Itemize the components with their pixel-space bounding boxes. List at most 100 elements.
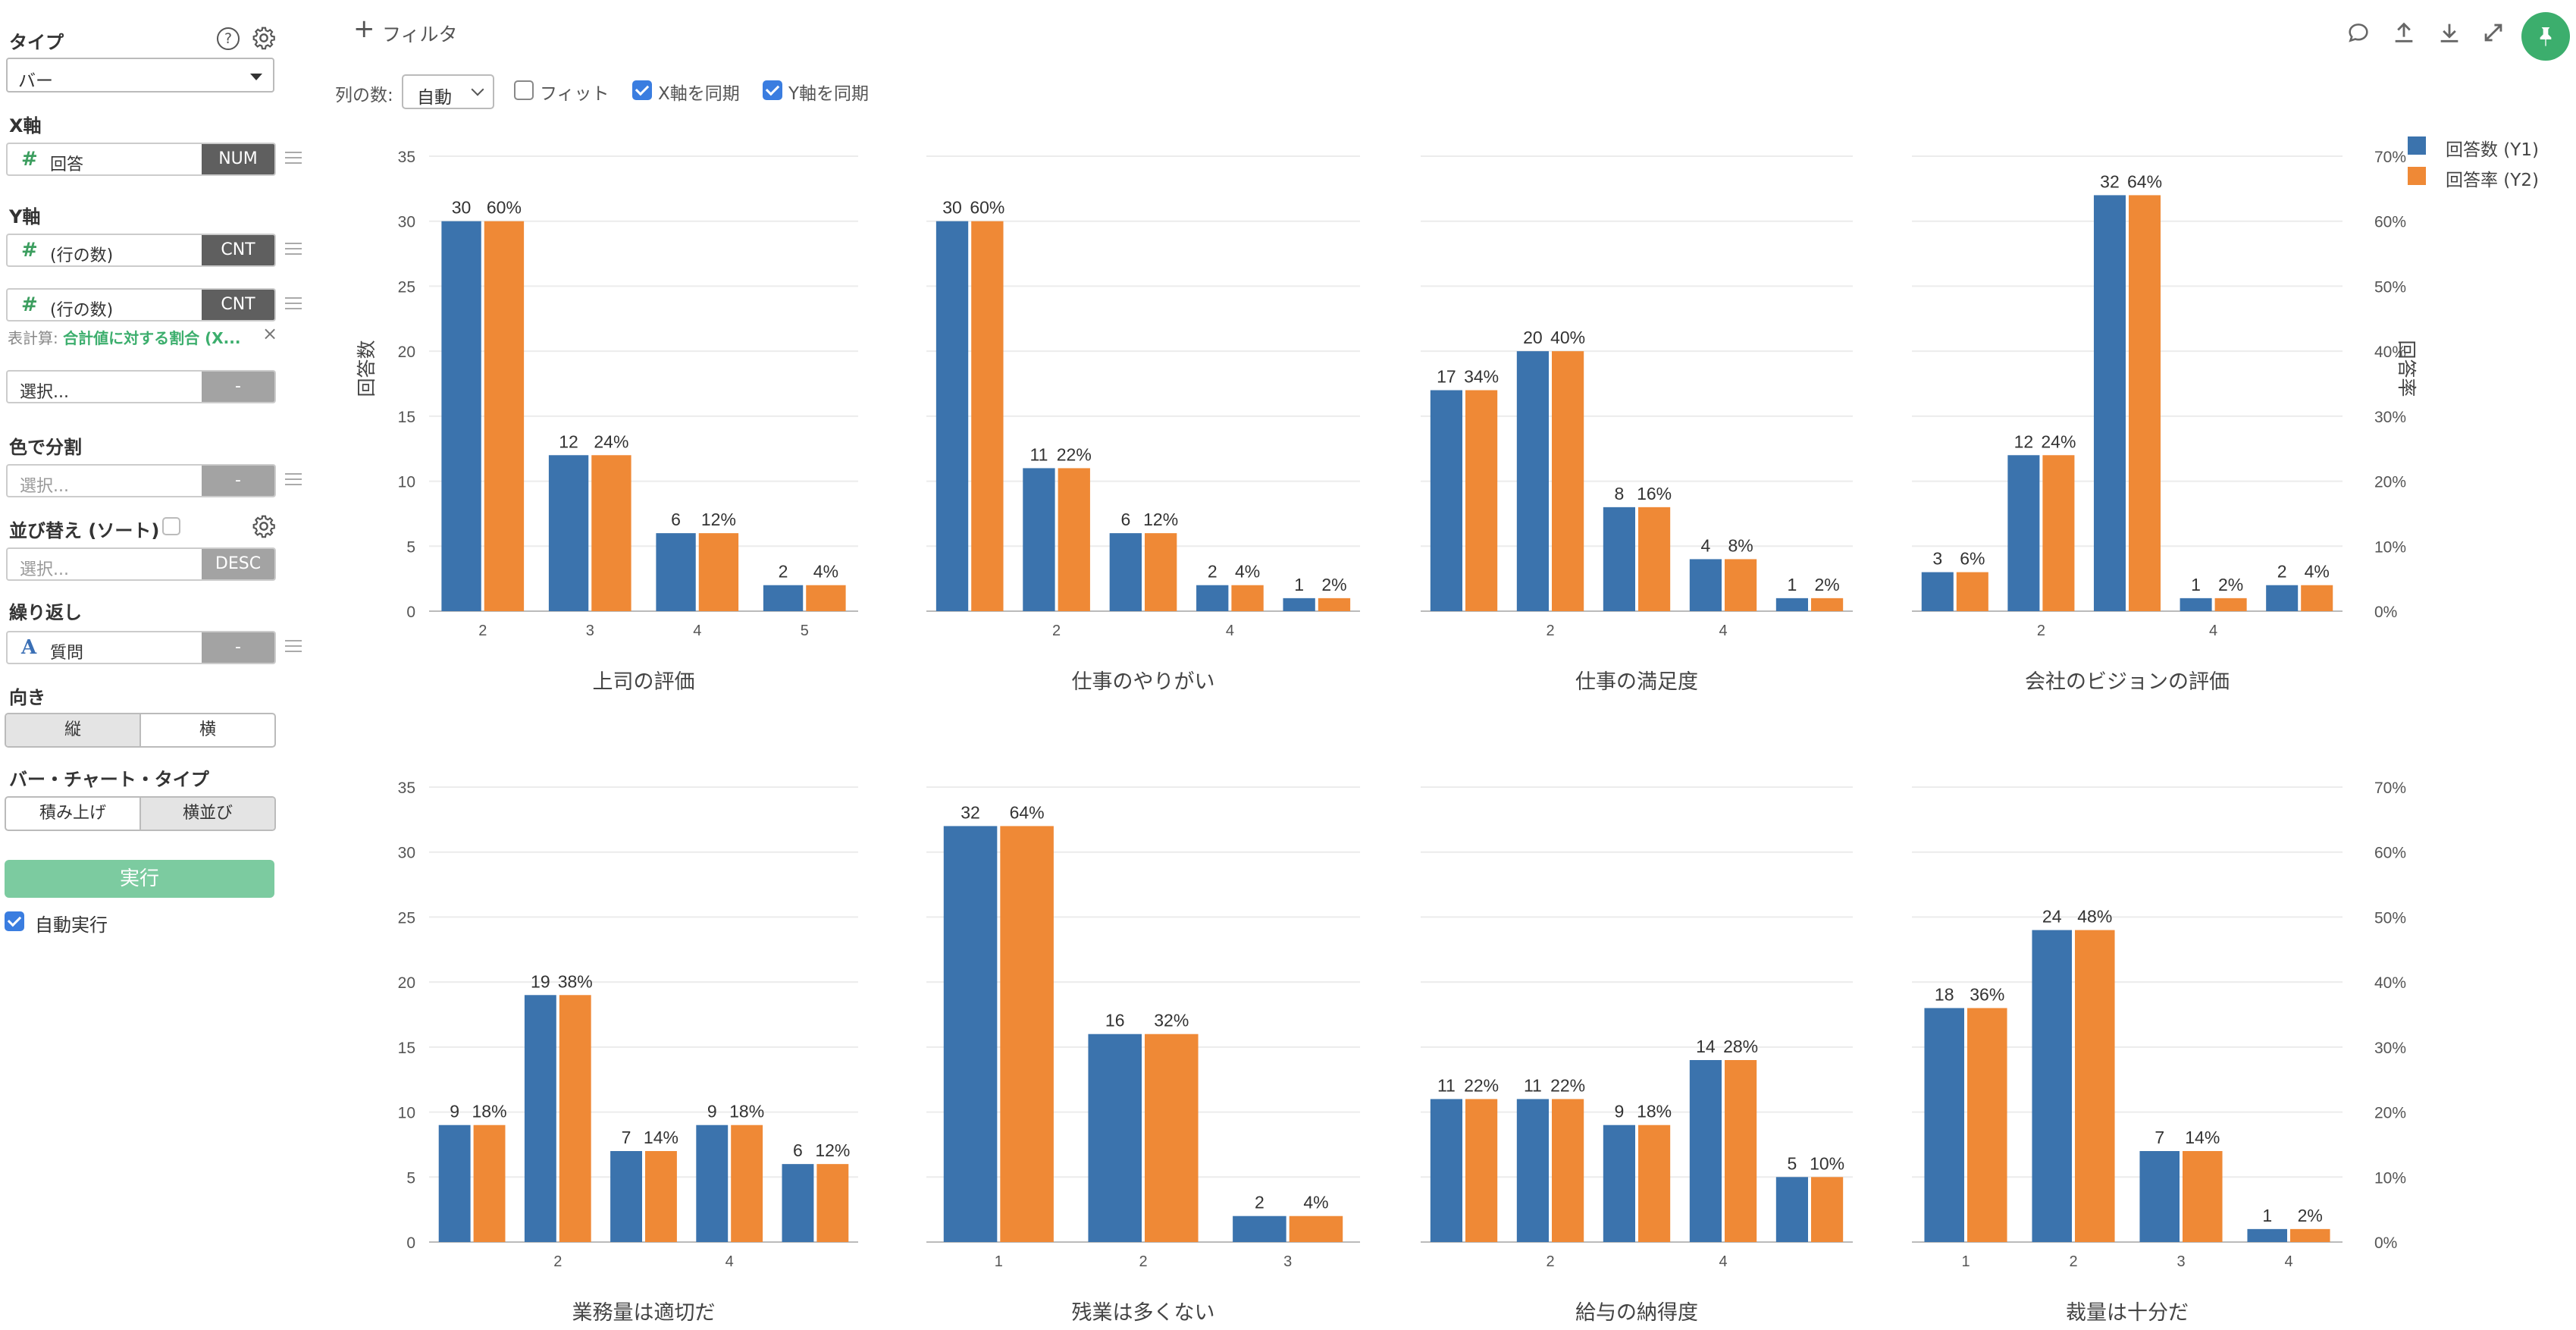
data-label-count: 24 (2042, 907, 2062, 927)
bar-rate (1725, 559, 1757, 611)
bar-count (1775, 1177, 1808, 1242)
data-label-count: 7 (622, 1128, 631, 1147)
x-axis-aggregate-tag[interactable]: NUM (202, 144, 274, 174)
y-axis-aggregate-tag[interactable]: CNT (202, 235, 274, 265)
data-label-rate: 18% (1637, 1102, 1672, 1121)
data-label-count: 9 (707, 1102, 717, 1121)
bar-rate (1058, 468, 1090, 611)
data-label-count: 32 (2100, 171, 2120, 191)
drag-handle-icon[interactable] (285, 297, 302, 309)
y-axis-field-1[interactable]: # (行の数) CNT (6, 234, 276, 267)
y2-tick-label: 10% (2374, 538, 2406, 556)
x-tick-label: 1 (995, 1253, 1003, 1270)
data-label-rate: 12% (1143, 510, 1178, 529)
close-icon[interactable]: × (262, 323, 278, 344)
data-label-rate: 28% (1723, 1037, 1758, 1056)
legend-label-y1[interactable]: 回答数 (Y1) (2446, 140, 2539, 160)
x-tick-label: 2 (1546, 1253, 1554, 1270)
expand-icon[interactable] (2480, 20, 2506, 45)
y-axis-field-2[interactable]: # (行の数) CNT (6, 288, 276, 322)
bar-count (696, 1125, 729, 1242)
y1-axis-title: 回答数 (356, 340, 378, 397)
chart-panel: 18 36% 1 24 48% 2 7 14% 3 1 2% 4 裁量は十分だ (1924, 907, 2330, 1324)
table-calc-note[interactable]: 表計算: 合計値に対する割合 (X... (8, 326, 240, 348)
data-label-count: 2 (2277, 562, 2287, 582)
repeat-field[interactable]: A 質問 - (6, 631, 276, 664)
sync-x-checkbox[interactable] (632, 80, 652, 100)
sort-checkbox[interactable] (162, 517, 180, 535)
y1-tick-label: 0 (406, 604, 415, 621)
bar-count (2007, 455, 2040, 611)
auto-run-checkbox[interactable] (5, 911, 24, 931)
data-label-rate: 4% (1235, 562, 1260, 582)
data-label-count: 19 (531, 971, 550, 991)
bar-count (1233, 1216, 1286, 1242)
data-label-count: 3 (1932, 549, 1942, 569)
table-calc-prefix: 表計算: (8, 329, 58, 347)
y1-tick-label: 15 (398, 409, 415, 426)
number-type-icon: # (21, 293, 38, 316)
bar-rate (731, 1125, 763, 1242)
chart-panel: 17 34% 20 40% 2 8 16% 4 8% 4 1 2% 仕事の満足度 (1430, 328, 1844, 693)
direction-horizontal-option[interactable]: 横 (139, 714, 274, 746)
comment-icon[interactable] (2346, 20, 2371, 45)
x-tick-label: 4 (1226, 623, 1234, 639)
data-label-rate: 34% (1464, 367, 1499, 387)
data-label-rate: 64% (2127, 171, 2162, 191)
chart-type-value: バー (18, 71, 53, 91)
y1-tick-label: 0 (406, 1234, 415, 1252)
y2-tick-label: 0% (2374, 604, 2397, 621)
drag-handle-icon[interactable] (285, 152, 302, 164)
color-split-select[interactable]: 選択... - (6, 464, 276, 497)
color-split-tag[interactable]: - (202, 466, 274, 496)
run-button[interactable]: 実行 (5, 860, 274, 898)
drag-handle-icon[interactable] (285, 243, 302, 255)
data-label-rate: 22% (1550, 1075, 1585, 1095)
x-tick-label: 5 (801, 623, 809, 639)
extra-y-tag[interactable]: - (202, 372, 274, 402)
sort-select[interactable]: 選択... DESC (6, 547, 276, 581)
table-calc-value[interactable]: 合計値に対する割合 (X... (63, 329, 241, 347)
sync-y-checkbox[interactable] (763, 80, 782, 100)
x-tick-label: 4 (725, 1253, 734, 1270)
x-axis-field[interactable]: # 回答 NUM (6, 143, 276, 176)
fit-checkbox[interactable] (514, 80, 534, 100)
chart-panel: 11 22% 11 22% 2 9 18% 14 28% 4 5 10% 給与の納得度 (1430, 1037, 1844, 1324)
direction-vertical-option[interactable]: 縦 (6, 714, 139, 746)
sort-settings-gear-icon[interactable] (252, 514, 276, 538)
bar-count (1516, 351, 1549, 611)
columns-select[interactable]: 自動 (402, 74, 494, 109)
data-label-rate: 60% (970, 198, 1004, 218)
x-tick-label: 3 (586, 623, 594, 639)
filter-button[interactable]: + フィルタ (353, 14, 467, 49)
drag-handle-icon[interactable] (285, 640, 302, 652)
y-axis-aggregate-tag[interactable]: CNT (202, 290, 274, 320)
panel-title: 給与の納得度 (1575, 1301, 1698, 1324)
bar-rate (1231, 585, 1264, 611)
legend-label-y2[interactable]: 回答率 (Y2) (2446, 171, 2539, 190)
extra-y-select[interactable]: 選択... - (6, 370, 276, 403)
stacked-option[interactable]: 積み上げ (39, 804, 106, 823)
bar-count (782, 1164, 814, 1242)
y-axis-label: Y軸 (9, 206, 41, 227)
help-icon[interactable]: ? (217, 27, 240, 50)
repeat-field-tag[interactable]: - (202, 632, 274, 663)
pin-button[interactable] (2521, 12, 2570, 61)
bar-rate (2042, 455, 2075, 611)
sort-order-tag[interactable]: DESC (202, 549, 274, 579)
bar-rate (2214, 598, 2247, 611)
data-label-rate: 4% (813, 562, 838, 582)
panel-title: 仕事の満足度 (1575, 670, 1698, 693)
bar-count (2180, 598, 2212, 611)
bar-rate (806, 585, 846, 611)
data-label-count: 7 (2155, 1128, 2164, 1147)
extra-y-placeholder: 選択... (20, 383, 69, 402)
side-by-side-option[interactable]: 横並び (139, 798, 274, 830)
download-icon[interactable] (2437, 20, 2462, 45)
upload-icon[interactable] (2391, 20, 2417, 45)
chart-type-select[interactable]: バー (6, 58, 274, 93)
type-settings-gear-icon[interactable] (252, 26, 276, 50)
bar-count (610, 1151, 642, 1242)
drag-handle-icon[interactable] (285, 473, 302, 485)
